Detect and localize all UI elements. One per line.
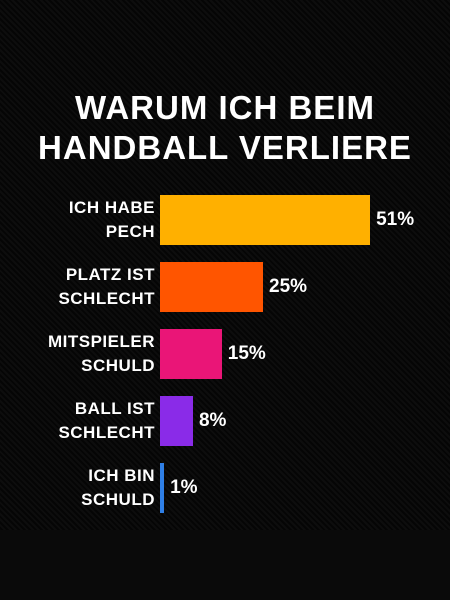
bar bbox=[160, 195, 371, 245]
value-label: 25% bbox=[269, 276, 308, 297]
value-label: 15% bbox=[227, 343, 266, 364]
chart-title: WARUM ICH BEIM HANDBALL VERLIERE bbox=[38, 89, 412, 166]
category-label: ICH BIN SCHULD bbox=[81, 466, 155, 509]
value-label: 8% bbox=[198, 410, 227, 431]
value-label: 1% bbox=[170, 477, 198, 498]
category-label: MITSPIELER SCHULD bbox=[47, 332, 155, 375]
bar bbox=[160, 396, 193, 446]
bar bbox=[160, 329, 222, 379]
bar bbox=[160, 463, 165, 513]
bag-base bbox=[0, 530, 450, 600]
value-label: 51% bbox=[376, 209, 415, 230]
category-label: BALL IST SCHLECHT bbox=[58, 399, 155, 442]
bar bbox=[160, 262, 263, 312]
category-label: PLATZ IST SCHLECHT bbox=[58, 265, 155, 308]
category-label: ICH HABE PECH bbox=[68, 198, 155, 241]
